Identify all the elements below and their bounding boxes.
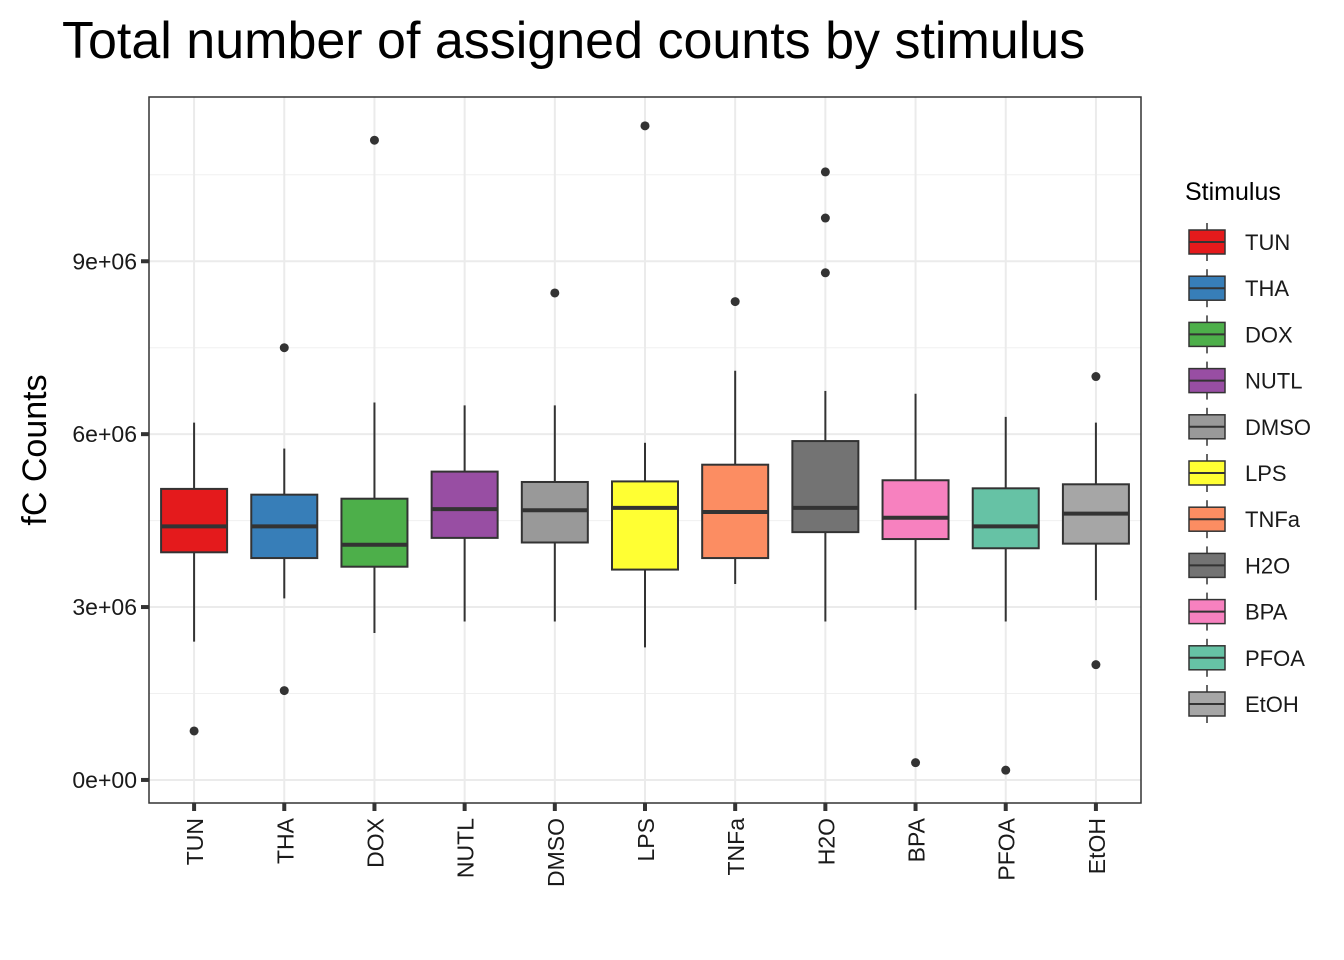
- box-pfoa: [971, 416, 1040, 775]
- legend-item-dox: DOX: [1188, 315, 1293, 354]
- legend-label: TNFa: [1245, 507, 1301, 532]
- outlier-point: [820, 268, 830, 278]
- legend-item-etoh: EtOH: [1188, 685, 1299, 723]
- legend-label: BPA: [1245, 600, 1288, 625]
- iqr-box: [340, 497, 409, 568]
- x-tick-label: NUTL: [453, 818, 479, 878]
- legend-item-h2o: H2O: [1188, 546, 1290, 585]
- x-tick-label: DMSO: [543, 818, 569, 887]
- x-tick-label: H2O: [813, 818, 839, 865]
- outlier-point: [369, 135, 379, 145]
- outlier-point: [911, 758, 921, 768]
- legend-label: NUTL: [1245, 369, 1302, 394]
- legend: Stimulus TUN THA DOX NUTL DMSO LPS TNFa H2O BPA P…: [1185, 178, 1311, 723]
- legend-item-nutl: NUTL: [1188, 361, 1302, 400]
- legend-item-tun: TUN: [1188, 223, 1290, 261]
- x-tick-label: DOX: [362, 818, 388, 868]
- outlier-point: [279, 686, 289, 696]
- outlier-point: [820, 167, 830, 177]
- box-nutl: [430, 405, 499, 622]
- iqr-box: [971, 487, 1040, 550]
- legend-item-tnfa: TNFa: [1188, 500, 1301, 539]
- x-tick-label: BPA: [904, 817, 930, 862]
- x-tick-label: EtOH: [1084, 818, 1110, 874]
- legend-label: LPS: [1245, 461, 1287, 486]
- y-axis-title: fC Counts: [16, 374, 54, 525]
- x-tick-label: TNFa: [723, 818, 749, 876]
- legend-label: PFOA: [1245, 646, 1305, 671]
- box-h2o: [791, 167, 860, 622]
- outlier-point: [1091, 372, 1101, 382]
- legend-label: EtOH: [1245, 692, 1299, 717]
- box-etoh: [1061, 372, 1130, 670]
- legend-item-dmso: DMSO: [1188, 407, 1311, 446]
- legend-item-pfoa: PFOA: [1188, 638, 1305, 677]
- legend-label: DOX: [1245, 322, 1293, 347]
- legend-item-lps: LPS: [1188, 454, 1287, 492]
- iqr-box: [160, 487, 229, 554]
- plot-panel: 0e+00 3e+06 6e+06 9e+06 TUN THA DOX NUTL DMSO LPS…: [72, 96, 1142, 887]
- legend-item-tha: THA: [1188, 269, 1289, 308]
- legend-item-bpa: BPA: [1188, 592, 1288, 631]
- box-tun: [160, 422, 229, 736]
- legend-label: DMSO: [1245, 415, 1311, 440]
- x-tick-label: PFOA: [994, 817, 1020, 880]
- iqr-box: [520, 480, 589, 544]
- iqr-box: [430, 470, 499, 539]
- outlier-point: [189, 726, 199, 736]
- iqr-box: [791, 440, 860, 534]
- iqr-box: [611, 480, 679, 571]
- outlier-point: [550, 288, 560, 298]
- iqr-box: [881, 479, 950, 541]
- outlier-point: [730, 297, 740, 307]
- x-tick-label: LPS: [633, 818, 659, 861]
- box-dmso: [520, 288, 589, 622]
- x-tick-label: THA: [272, 817, 298, 864]
- y-tick-label: 9e+06: [72, 248, 137, 274]
- legend-label: TUN: [1245, 230, 1290, 255]
- y-tick-label: 6e+06: [72, 421, 137, 447]
- box-lps: [611, 121, 679, 648]
- box-dox: [340, 135, 409, 633]
- chart-title: Total number of assigned counts by stimu…: [62, 12, 1085, 70]
- x-tick-label: TUN: [182, 818, 208, 865]
- outlier-point: [640, 121, 650, 131]
- outlier-point: [820, 213, 830, 223]
- outlier-point: [1091, 660, 1101, 670]
- box-tnfa: [701, 297, 770, 584]
- legend-label: THA: [1245, 276, 1289, 301]
- legend-title: Stimulus: [1185, 178, 1281, 206]
- outlier-point: [279, 343, 289, 353]
- outlier-point: [1001, 765, 1011, 775]
- box-tha: [250, 343, 319, 696]
- legend-label: H2O: [1245, 553, 1290, 578]
- y-tick-label: 3e+06: [72, 594, 137, 620]
- box-bpa: [881, 393, 950, 768]
- y-tick-label: 0e+00: [72, 767, 137, 793]
